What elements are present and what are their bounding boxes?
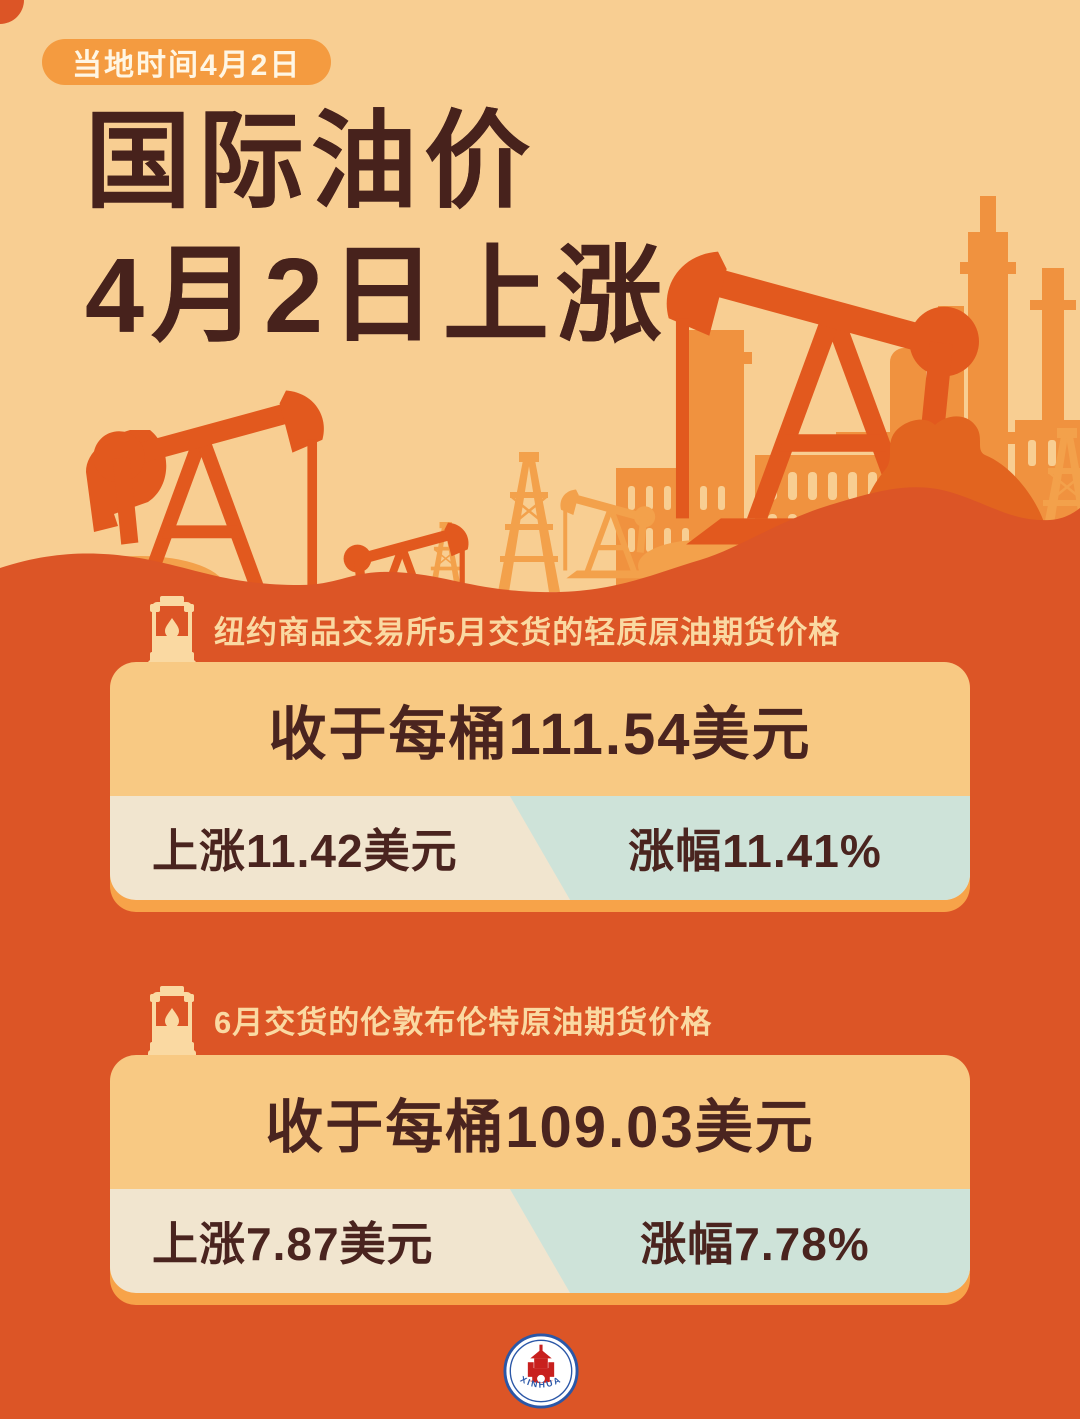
oil-barrel-icon: [148, 986, 196, 1058]
close-price-text: 收于每桶111.54美元: [268, 702, 812, 767]
section-nymex-heading: 纽约商品交易所5月交货的轻质原油期货价格: [214, 614, 841, 650]
change-panel: 上涨7.87美元 涨幅7.78%: [110, 1189, 970, 1293]
close-price-panel: 收于每桶111.54美元: [110, 662, 970, 796]
section-brent-heading: 6月交货的伦敦布伦特原油期货价格: [214, 1004, 713, 1040]
page-title-line2: 4月2日上涨: [85, 236, 669, 355]
logo-text: XINHUA: [519, 1374, 562, 1390]
change-amount-text: 上涨7.87美元: [152, 1218, 434, 1270]
price-card-brent: 收于每桶109.03美元 上涨7.87美元 涨幅7.78%: [110, 1055, 970, 1293]
change-percent-text: 涨幅11.41%: [628, 825, 882, 877]
section-brent-header: 6月交货的伦敦布伦特原油期货价格: [146, 986, 712, 1058]
xinhua-logo: XINHUA: [503, 1333, 579, 1409]
percent-panel-background: [509, 1189, 970, 1293]
change-percent-text: 涨幅7.78%: [640, 1218, 870, 1270]
tower-emblem: [526, 1344, 556, 1386]
section-nymex-header: 纽约商品交易所5月交货的轻质原油期货价格: [146, 596, 840, 668]
percent-panel-background: [509, 796, 970, 900]
close-price-text: 收于每桶109.03美元: [265, 1095, 815, 1160]
date-badge-label: 当地时间4月2日: [72, 49, 302, 82]
change-amount-text: 上涨11.42美元: [152, 825, 458, 877]
price-card-nymex: 收于每桶111.54美元 上涨11.42美元 涨幅11.41%: [110, 662, 970, 900]
page-title-line1: 国际油价: [85, 103, 537, 221]
oil-barrel-icon: [148, 596, 196, 668]
change-panel: 上涨11.42美元 涨幅11.41%: [110, 796, 970, 900]
close-price-panel: 收于每桶109.03美元: [110, 1055, 970, 1189]
date-badge: 当地时间4月2日: [42, 39, 332, 85]
svg-text:XINHUA: XINHUA: [519, 1374, 564, 1390]
page-title: 国际油价 4月2日上涨: [85, 96, 669, 363]
